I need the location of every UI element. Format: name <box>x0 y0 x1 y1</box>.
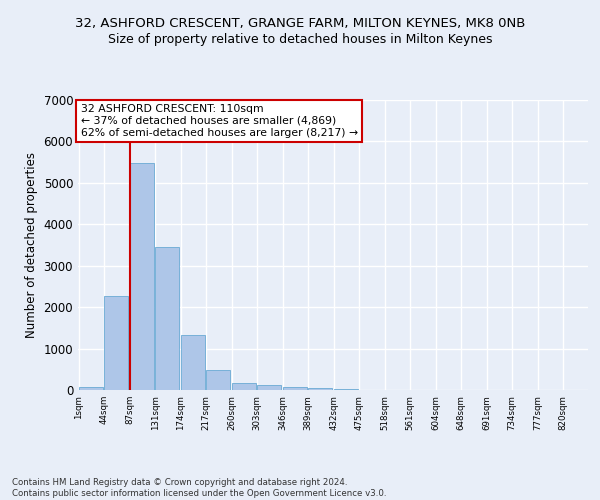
Text: 32 ASHFORD CRESCENT: 110sqm
← 37% of detached houses are smaller (4,869)
62% of : 32 ASHFORD CRESCENT: 110sqm ← 37% of det… <box>80 104 358 138</box>
Bar <box>79 386 103 390</box>
Bar <box>283 386 307 390</box>
Bar <box>232 384 256 390</box>
Bar <box>181 336 205 390</box>
Text: 32, ASHFORD CRESCENT, GRANGE FARM, MILTON KEYNES, MK8 0NB: 32, ASHFORD CRESCENT, GRANGE FARM, MILTO… <box>75 18 525 30</box>
Bar <box>130 163 154 390</box>
Bar <box>206 370 230 390</box>
Bar <box>308 388 332 390</box>
Bar <box>104 296 128 390</box>
Y-axis label: Number of detached properties: Number of detached properties <box>25 152 38 338</box>
Text: Size of property relative to detached houses in Milton Keynes: Size of property relative to detached ho… <box>108 32 492 46</box>
Bar <box>257 385 281 390</box>
Bar <box>155 246 179 390</box>
Text: Contains HM Land Registry data © Crown copyright and database right 2024.
Contai: Contains HM Land Registry data © Crown c… <box>12 478 386 498</box>
Bar <box>334 389 358 390</box>
